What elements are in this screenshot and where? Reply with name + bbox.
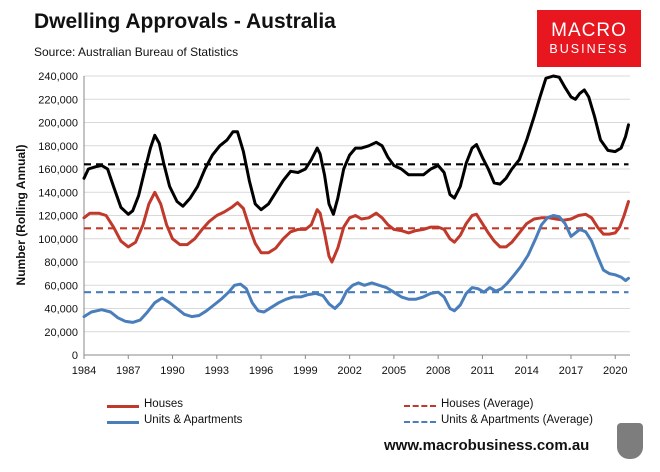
y-tick-label: 240,000 bbox=[38, 71, 78, 83]
x-tick-label: 2008 bbox=[426, 365, 450, 377]
y-tick-label: 40,000 bbox=[44, 304, 78, 316]
x-tick-label: 1996 bbox=[249, 365, 273, 377]
y-tick-label: 60,000 bbox=[44, 280, 78, 292]
y-tick-label: 200,000 bbox=[38, 118, 78, 130]
logo-line-2: BUSINESS bbox=[549, 42, 629, 56]
series-lines bbox=[82, 74, 630, 324]
x-tick-label: 2011 bbox=[471, 365, 495, 377]
y-tick-label: 120,000 bbox=[38, 211, 78, 223]
series-line-total bbox=[82, 74, 630, 216]
wolf-logo-icon bbox=[617, 423, 643, 459]
y-axis-label: Number (Rolling Annual) bbox=[14, 145, 28, 286]
x-tick-label: 1990 bbox=[160, 365, 184, 377]
x-tick-label: 2017 bbox=[559, 365, 583, 377]
x-tick-label: 1987 bbox=[116, 365, 140, 377]
x-axis-ticks: 1984 1987 1990 1993 1996 1999 2002 2005 2008 2011… bbox=[72, 355, 627, 377]
y-tick-label: 100,000 bbox=[38, 234, 78, 246]
x-tick-label: 2020 bbox=[603, 365, 627, 377]
x-tick-label: 2014 bbox=[514, 365, 538, 377]
y-axis-ticks: 0 20,000 40,000 60,000 80,000 100,000 120,000 1… bbox=[38, 71, 78, 362]
y-tick-label: 20,000 bbox=[44, 327, 78, 339]
y-tick-label: 80,000 bbox=[44, 257, 78, 269]
y-tick-label: 220,000 bbox=[38, 94, 78, 106]
macrobusiness-logo: MACRO BUSINESS bbox=[537, 10, 641, 67]
y-tick-label: 0 bbox=[72, 350, 78, 362]
y-tick-label: 140,000 bbox=[38, 187, 78, 199]
x-tick-label: 1999 bbox=[293, 365, 317, 377]
y-tick-label: 160,000 bbox=[38, 164, 78, 176]
chart-title: Dwelling Approvals - Australia bbox=[34, 10, 336, 33]
logo-line-1: MACRO bbox=[551, 20, 627, 41]
x-tick-label: 1984 bbox=[72, 365, 96, 377]
series-line-units-apartments bbox=[82, 214, 630, 324]
gridlines bbox=[83, 75, 630, 356]
series-line-houses bbox=[82, 190, 630, 264]
source-caption: Source: Australian Bureau of Statistics bbox=[34, 45, 239, 59]
site-url: www.macrobusiness.com.au bbox=[384, 437, 590, 454]
y-tick-label: 180,000 bbox=[38, 141, 78, 153]
x-tick-label: 2005 bbox=[382, 365, 406, 377]
x-tick-label: 1993 bbox=[205, 365, 229, 377]
x-tick-label: 2002 bbox=[337, 365, 361, 377]
